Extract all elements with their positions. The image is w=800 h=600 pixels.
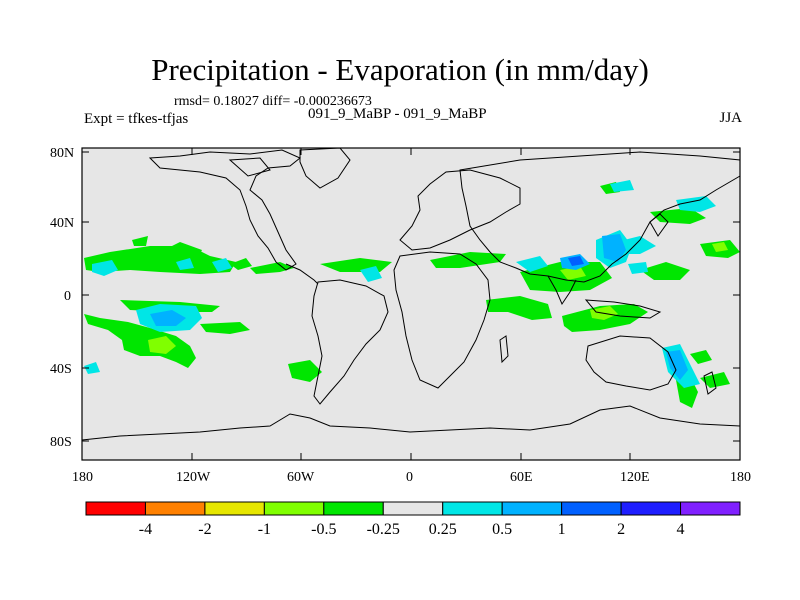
contour-pos-11 bbox=[616, 236, 656, 254]
coastline-madagascar bbox=[499, 335, 509, 364]
contour-lightgreen-3 bbox=[560, 266, 586, 280]
lon-label-180w: 180 bbox=[72, 470, 93, 485]
season-label: JJA bbox=[719, 110, 742, 126]
coastline-africa bbox=[393, 251, 491, 389]
coastlines bbox=[81, 147, 741, 441]
contour-pos-4 bbox=[212, 258, 232, 272]
contour-pos-6 bbox=[516, 256, 548, 272]
colorbar-swatch-5 bbox=[382, 501, 444, 516]
contour-neg-6 bbox=[200, 322, 250, 334]
lat-label-40s: 40S bbox=[50, 362, 72, 377]
colorbar-swatch-1 bbox=[144, 501, 206, 516]
experiment-label: Expt = tfkes-tfjas bbox=[84, 111, 189, 127]
colorbar-label-7: 1 bbox=[558, 521, 566, 538]
contour-pos-2 bbox=[92, 260, 118, 276]
colorbar bbox=[85, 501, 741, 516]
colorbar-swatch-7 bbox=[501, 501, 563, 516]
lon-label-60w: 60W bbox=[287, 470, 315, 485]
contour-neg-18 bbox=[700, 372, 730, 388]
lon-label-180e: 180 bbox=[730, 470, 751, 485]
contour-neg-4 bbox=[160, 242, 202, 260]
colorbar-label-3: -0.5 bbox=[311, 521, 336, 538]
lat-label-0: 0 bbox=[64, 289, 71, 304]
contour-pos-13 bbox=[610, 180, 634, 192]
colorbar-label-5: 0.25 bbox=[429, 521, 457, 538]
contour-blue-4 bbox=[666, 350, 688, 380]
colorbar-label-6: 0.5 bbox=[492, 521, 512, 538]
contour-pos-3 bbox=[176, 258, 194, 270]
contour-lightgreen-4 bbox=[712, 242, 728, 252]
colorbar-label-2: -1 bbox=[258, 521, 271, 538]
coastline-india bbox=[547, 275, 577, 306]
contour-neg-20 bbox=[690, 350, 712, 364]
coastline-greenland bbox=[299, 147, 351, 189]
lon-label-60e: 60E bbox=[510, 470, 533, 485]
colorbar-label-9: 4 bbox=[677, 521, 685, 538]
lat-label-80n: 80N bbox=[50, 146, 74, 161]
coastline-asia bbox=[459, 151, 741, 283]
contour-neg-10 bbox=[486, 296, 552, 320]
plot-title: Precipitation - Evaporation (in mm/day) bbox=[151, 52, 649, 87]
coastline-australia bbox=[585, 335, 677, 391]
contour-neg-15 bbox=[650, 208, 706, 224]
contour-neg-7 bbox=[288, 360, 322, 382]
contour-lightgreen-1 bbox=[148, 336, 176, 354]
contour-neg-19 bbox=[132, 236, 148, 246]
contour-pos-5 bbox=[360, 266, 382, 282]
lon-label-120e: 120E bbox=[620, 470, 650, 485]
contour-pos-8 bbox=[676, 196, 716, 212]
contour-neg-21 bbox=[230, 258, 252, 270]
contour-pos-12 bbox=[84, 362, 100, 374]
coastline-north-america bbox=[148, 149, 301, 271]
contour-blue-3 bbox=[602, 234, 626, 262]
contour-blue-5 bbox=[568, 256, 584, 266]
colorbar-label-0: -4 bbox=[139, 521, 152, 538]
colorbar-swatch-8 bbox=[561, 501, 622, 516]
colorbar-labels: -4 -2 -1 -0.5 -0.25 0.25 0.5 1 2 4 bbox=[139, 521, 685, 538]
lat-label-80s: 80S bbox=[50, 435, 72, 450]
coastline-arctic-isles bbox=[228, 157, 271, 177]
colorbar-swatch-2 bbox=[204, 501, 265, 516]
contour-fills bbox=[84, 180, 740, 408]
colorbar-swatch-9 bbox=[620, 501, 682, 516]
colorbar-swatch-0 bbox=[85, 501, 146, 516]
coastline-central-america bbox=[285, 263, 319, 285]
contour-neg-9 bbox=[430, 252, 506, 268]
coastline-antarctica bbox=[81, 405, 741, 441]
colorbar-swatch-10 bbox=[680, 501, 741, 516]
contour-neg-13 bbox=[640, 262, 690, 280]
lon-label-0: 0 bbox=[406, 470, 413, 485]
coastline-indonesia bbox=[584, 299, 662, 319]
contour-pos-10 bbox=[628, 262, 648, 274]
lon-label-120w: 120W bbox=[176, 470, 211, 485]
contour-neg-1 bbox=[84, 314, 196, 368]
lat-label-40n: 40N bbox=[50, 216, 74, 231]
axis-ticks bbox=[81, 148, 741, 460]
colorbar-label-4: -0.25 bbox=[367, 521, 400, 538]
coastline-south-america bbox=[311, 279, 389, 405]
colorbar-label-8: 2 bbox=[617, 521, 625, 538]
stats-line: rmsd= 0.18027 diff= -0.000236673 bbox=[174, 94, 372, 109]
colorbar-swatch-6 bbox=[442, 501, 503, 516]
coastline-europe bbox=[399, 169, 521, 251]
colorbar-label-1: -2 bbox=[198, 521, 211, 538]
colorbar-swatch-4 bbox=[323, 501, 384, 516]
coastline-japan bbox=[649, 213, 669, 237]
case-label: 091_9_MaBP - 091_9_MaBP bbox=[308, 106, 487, 122]
contour-blue-1 bbox=[150, 310, 186, 326]
contour-neg-5 bbox=[250, 262, 294, 274]
colorbar-swatch-3 bbox=[263, 501, 325, 516]
coastline-new-zealand bbox=[703, 371, 717, 395]
